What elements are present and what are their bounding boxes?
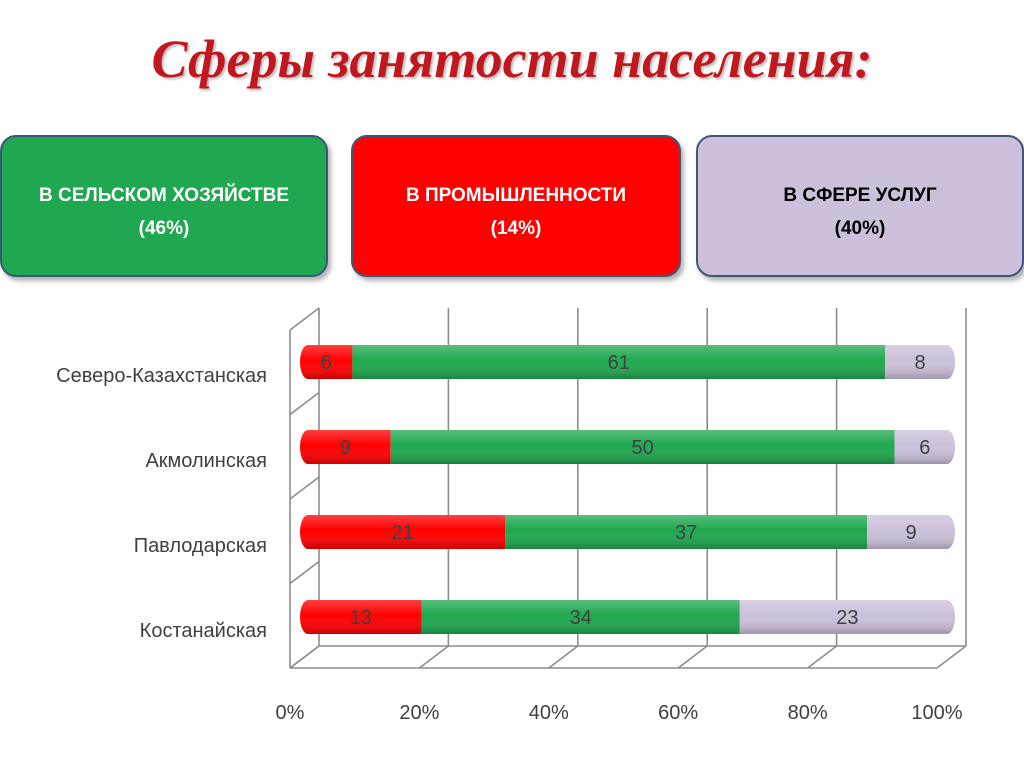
industry-value: (14%) xyxy=(490,218,542,239)
services-box: В СФЕРЕ УСЛУГ (40%) xyxy=(696,135,1024,277)
category-separator xyxy=(289,391,320,416)
x-tick-label: 0% xyxy=(276,702,305,724)
category-label: Павлодарская xyxy=(134,535,267,557)
x-tick-label: 60% xyxy=(658,702,698,724)
agriculture-label: В СЕЛЬСКОМ ХОЗЯЙСТВЕ xyxy=(38,185,290,206)
bar-segment-shade xyxy=(885,345,955,379)
bar-segment-shade xyxy=(300,515,506,549)
bar-data-label: 34 xyxy=(570,607,592,629)
category-label: Костанайская xyxy=(140,620,267,642)
category-separator xyxy=(289,560,320,585)
bar-data-label: 50 xyxy=(631,437,653,459)
industry-label: В ПРОМЫШЛЕННОСТИ xyxy=(405,185,627,206)
bar-data-label: 9 xyxy=(905,522,916,544)
bar-data-label: 23 xyxy=(836,607,858,629)
bar-segment-shade xyxy=(352,345,886,379)
bar-data-label: 8 xyxy=(915,352,926,374)
page-title: Сферы занятости населения: xyxy=(151,29,873,89)
services-value: (40%) xyxy=(834,218,886,239)
bar-data-label: 37 xyxy=(675,522,697,544)
x-tick-label: 80% xyxy=(788,702,828,724)
agriculture-value: (46%) xyxy=(138,218,190,239)
category-label: Акмолинская xyxy=(145,450,267,472)
x-tick-label: 20% xyxy=(399,702,439,724)
industry-box: В ПРОМЫШЛЕННОСТИ (14%) xyxy=(351,135,681,277)
bar-segment-shade xyxy=(739,600,955,634)
gridline-floor xyxy=(418,645,449,669)
category-label: Северо-Казахстанская xyxy=(56,365,267,387)
category-separator xyxy=(289,476,320,500)
agriculture-box: В СЕЛЬСКОМ ХОЗЯЙСТВЕ (46%) xyxy=(0,135,328,277)
gridline-floor xyxy=(677,645,708,669)
gridline-floor xyxy=(807,645,838,669)
bar-segment-shade xyxy=(421,600,740,634)
bar-data-label: 21 xyxy=(392,522,414,544)
bar-data-label: 61 xyxy=(608,352,630,374)
bar-segment-shade xyxy=(300,430,391,464)
bar-data-label: 6 xyxy=(321,352,332,374)
x-tick-label: 100% xyxy=(911,702,962,724)
bar-data-label: 9 xyxy=(340,437,351,459)
category-separator xyxy=(289,307,320,331)
bar-data-label: 6 xyxy=(919,437,930,459)
gridline-floor xyxy=(936,645,967,669)
gridline-floor xyxy=(548,645,579,669)
category-separator xyxy=(289,645,320,669)
bar-segment-shade xyxy=(300,600,422,634)
bar-segment-shade xyxy=(300,345,353,379)
bar-segment-shade xyxy=(867,515,955,549)
bar-segment-shade xyxy=(390,430,895,464)
bar-data-label: 13 xyxy=(350,607,372,629)
x-tick-label: 40% xyxy=(529,702,569,724)
bar-segment-shade xyxy=(894,430,955,464)
stacked-bar-chart: 6 61 8 Северо-Казахстанская 9 50 6 Акмолинская 2… xyxy=(56,307,967,724)
bar-segment-shade xyxy=(505,515,868,549)
services-label: В СФЕРЕ УСЛУГ xyxy=(783,185,937,206)
